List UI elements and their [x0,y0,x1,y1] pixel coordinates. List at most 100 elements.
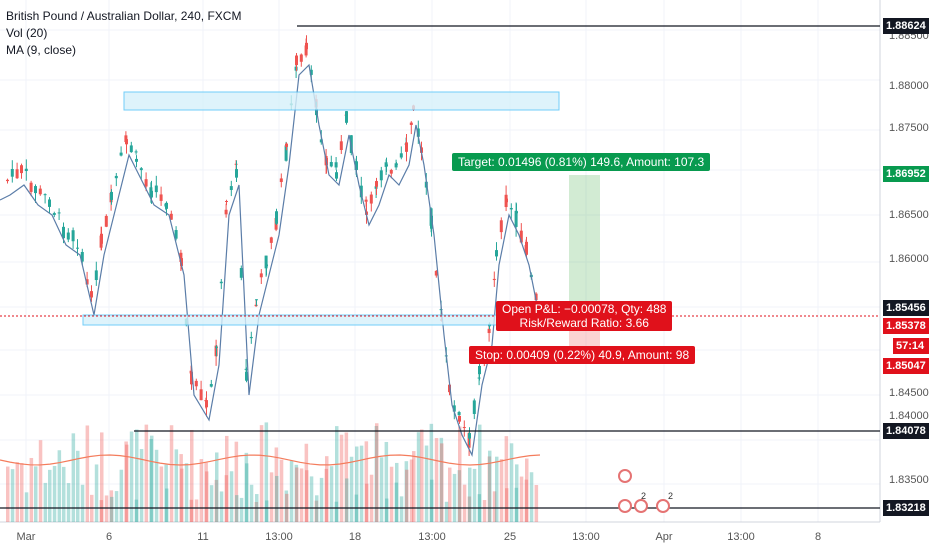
candle-body [275,211,278,224]
economic-event-icon[interactable] [656,499,670,513]
time-axis-label: Mar [16,531,36,543]
candle-body [38,188,42,195]
candle-body [225,201,228,203]
volume-bar [492,491,497,522]
volume-bar [444,501,449,522]
volume-bar [305,470,309,522]
high-price-tag: 1.88624 [883,18,929,34]
price-axis-label: 1.84000 [889,410,929,422]
volume-bar [43,482,48,522]
economic-event-icon[interactable] [618,499,632,513]
candle-body [219,281,223,284]
time-axis-label: 13:00 [265,531,293,543]
candle-body [509,207,513,210]
volume-bar [365,483,369,522]
candle-body [134,151,138,153]
volume-indicator-label[interactable]: Vol (20) [6,26,48,40]
price-axis-label: 1.87500 [889,122,929,134]
volume-bar [264,422,269,522]
candle-body [495,250,498,257]
volume-bar [399,496,404,522]
candle-body [76,247,79,249]
candle-body [334,162,338,168]
candle-body [399,153,403,158]
candle-body [62,226,65,239]
candle-body [159,194,163,201]
volume-bar [135,429,139,522]
candle-body [458,415,461,422]
open-pl-label[interactable]: Open P&L: −0.00078, Qty: 488 Risk/Reward… [496,301,673,331]
resistance-zone [123,91,560,111]
candle-body [345,111,348,123]
volume-bar [125,444,129,522]
support-price-tag: 1.84078 [883,423,929,439]
stop-label[interactable]: Stop: 0.00409 (0.22%) 40.9, Amount: 98 [469,346,696,364]
event-count: 2 [641,491,647,501]
candle-body [462,427,466,429]
stop-price-tag: 1.85047 [883,358,929,374]
volume-bar [458,426,462,522]
volume-bar [57,450,62,522]
candle-body [6,179,9,182]
volume-bar [164,464,168,522]
candle-body [194,380,198,387]
candle-body [395,163,398,165]
countdown-tag: 57:14 [893,338,929,354]
volume-bar [478,424,482,522]
candle-body [205,400,208,408]
economic-event-icon[interactable] [634,499,648,513]
candle-body [85,279,89,285]
uk-flag-event-icon[interactable] [618,469,632,483]
volume-bar [215,452,219,522]
candle-body [309,69,313,75]
candle-body [235,169,238,178]
volume-bar [385,498,389,522]
candle-body [94,270,98,281]
volume-bar [149,439,153,522]
volume-bar [219,491,224,522]
volume-bar [209,485,214,522]
candle-body [409,122,413,125]
candle-body [515,211,518,214]
ma-indicator-label[interactable]: MA (9, close) [6,43,77,57]
candle-body [299,54,303,62]
time-axis-label: Apr [655,531,673,543]
time-axis-label: 13:00 [727,531,755,543]
volume-bar [525,458,529,522]
volume-bar [430,479,434,522]
candle-body [43,194,47,196]
target-price-tag: 1.86952 [883,166,929,182]
volume-bar [329,466,334,522]
candle-body [472,400,476,414]
candle-body [10,168,14,177]
volume-bar [144,424,149,522]
entry-price-tag: 1.85378 [883,318,929,334]
volume-bar [294,464,299,522]
volume-bar [224,475,229,522]
volume-bar [409,459,414,522]
time-axis-label: 18 [348,531,362,543]
candle-body [199,389,203,401]
volume-bar [129,431,134,522]
volume-bar [179,454,183,522]
candle-body [224,209,228,215]
candle-body [229,186,233,190]
target-label[interactable]: Target: 0.01496 (0.81%) 149.6, Amount: 1… [452,153,711,171]
volume-bar [404,461,409,522]
candle-body [519,230,523,243]
volume-bar [424,445,429,522]
volume-bar [274,447,279,522]
volume-bar [325,456,329,522]
symbol-title[interactable]: British Pound / Australian Dollar, 240, … [6,9,242,23]
price-axis-label: 1.88000 [889,80,929,92]
price-axis-label: 1.86000 [889,253,929,265]
volume-bar [110,496,114,522]
volume-bar [384,441,389,522]
volume-bar [85,425,90,522]
volume-bar [279,459,284,522]
volume-bar [289,460,294,522]
candle-body [304,45,308,56]
candle-body [478,365,481,375]
